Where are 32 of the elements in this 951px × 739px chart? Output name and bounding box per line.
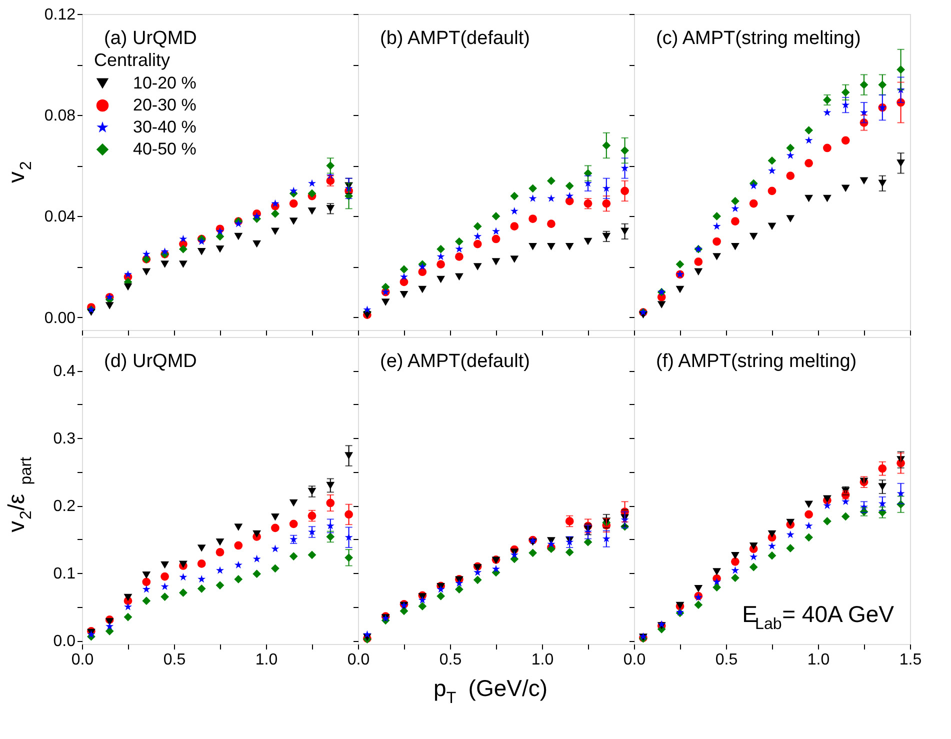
x-tick-label: 1.0 <box>255 652 278 668</box>
y-tick-label: 0.00 <box>44 310 76 327</box>
legend-label: 40-50 % <box>133 140 196 158</box>
x-tick-label: 1.0 <box>807 652 830 668</box>
x-tick-label: 0.0 <box>623 652 646 668</box>
x-tick-label: 1.0 <box>531 652 554 668</box>
y-tick-label: 0.12 <box>44 6 76 24</box>
legend-title: Centrality <box>94 50 170 70</box>
text: (a) UrQMD <box>104 28 197 49</box>
x-tick-label: 0.5 <box>715 652 738 668</box>
text: (e) AMPT(default) <box>380 351 530 372</box>
text: (d) UrQMD <box>104 351 197 372</box>
text: (b) AMPT(default) <box>380 28 530 49</box>
x-tick-label: 0.5 <box>439 652 462 668</box>
x-tick-label: 0.0 <box>71 652 94 668</box>
legend-label: 20-30 % <box>133 96 196 114</box>
y-tick-label: 0.1 <box>53 566 76 583</box>
x-tick-label: 0.0 <box>347 652 370 668</box>
y-tick-label: 0.2 <box>53 498 76 516</box>
x-tick-label: 0.5 <box>163 652 186 668</box>
y-tick-label: 0.3 <box>53 430 76 448</box>
legend-label: 30-40 % <box>133 118 196 136</box>
x-tick-label: 1.5 <box>899 652 922 668</box>
y-axis-title: v2/εpart <box>3 456 35 532</box>
y-tick-label: 0.08 <box>44 108 76 125</box>
text: (c) AMPT(string melting) <box>656 28 861 49</box>
y-tick-label: 0.04 <box>44 208 76 226</box>
legend-label: 10-20 % <box>133 74 196 92</box>
y-axis-title: v2 <box>3 161 35 183</box>
y-tick-label: 0.0 <box>53 633 76 650</box>
y-tick-label: 0.4 <box>53 363 76 380</box>
text: (f) AMPT(string melting) <box>656 351 857 372</box>
